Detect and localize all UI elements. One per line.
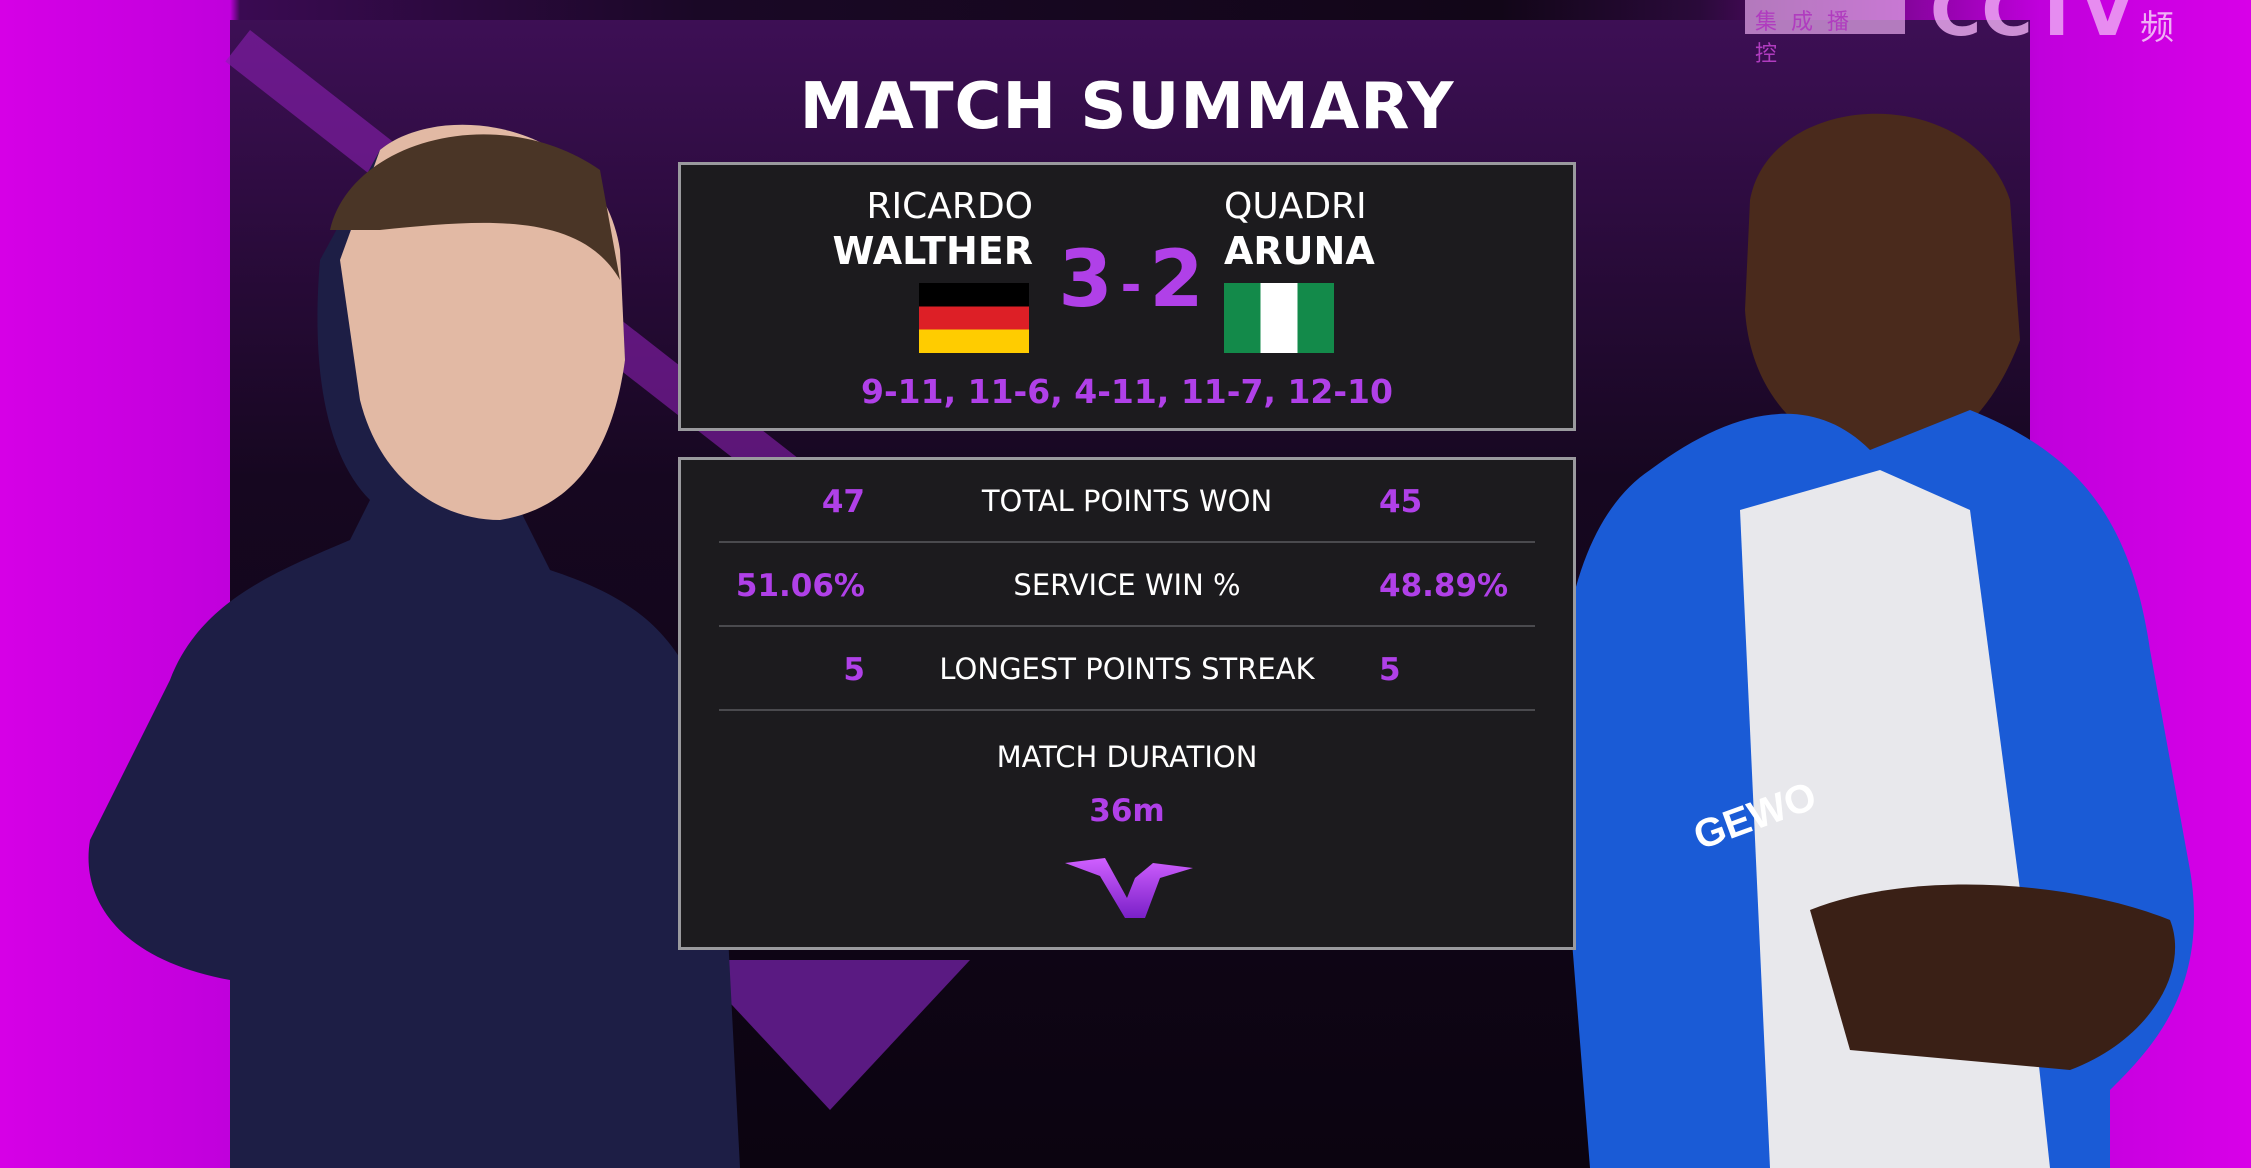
player-photo-left: [88, 124, 740, 1168]
player-right-name: QUADRI ARUNA: [1224, 185, 1375, 273]
score-right: 2: [1149, 235, 1204, 325]
decor-triangle: [690, 960, 970, 1110]
player-left-first-name: RICARDO: [866, 186, 1033, 227]
scoreboard-panel: RICARDO WALTHER QUADRI ARUNA 3-2 9-11, 1…: [678, 162, 1576, 431]
stat-label: TOTAL POINTS WON: [981, 484, 1273, 518]
player-right-first-name: QUADRI: [1224, 186, 1367, 227]
stat-left-value: 51.06%: [735, 568, 865, 604]
game-scores: 9-11, 11-6, 4-11, 11-7, 12-10: [861, 372, 1393, 411]
stat-label: LONGEST POINTS STREAK: [939, 652, 1315, 686]
page-title: MATCH SUMMARY: [799, 70, 1455, 144]
wtt-logo-icon: [1065, 858, 1193, 918]
player-right-last-name: ARUNA: [1224, 229, 1375, 273]
broadcaster-logo: CCTV: [1930, 0, 2135, 52]
stat-row-total-points: 47 TOTAL POINTS WON 45: [719, 460, 1535, 543]
stat-row-longest-streak: 5 LONGEST POINTS STREAK 5: [719, 628, 1535, 711]
watermark-label: 集成播控: [1745, 0, 1905, 67]
stat-right-value: 45: [1379, 484, 1423, 520]
stat-left-value: 5: [843, 652, 865, 688]
player-left-name: RICARDO WALTHER: [833, 185, 1033, 273]
match-score: 3-2: [1051, 235, 1211, 325]
match-duration-value: 36m: [1089, 793, 1165, 829]
score-separator: -: [1120, 255, 1142, 314]
score-left: 3: [1058, 235, 1113, 325]
nigeria-flag-icon: [1224, 283, 1334, 353]
player-photo-right: GEWO: [1558, 113, 2194, 1168]
stats-panel: 47 TOTAL POINTS WON 45 51.06% SERVICE WI…: [678, 457, 1576, 950]
stat-left-value: 47: [821, 484, 865, 520]
match-duration-label: MATCH DURATION: [996, 740, 1258, 774]
stat-right-value: 48.89%: [1379, 568, 1509, 604]
watermark-suffix: 频: [2140, 8, 2174, 48]
stat-right-value: 5: [1379, 652, 1401, 688]
stat-row-service-win: 51.06% SERVICE WIN % 48.89%: [719, 544, 1535, 627]
germany-flag-icon: [919, 283, 1029, 353]
player-left-last-name: WALTHER: [832, 229, 1033, 273]
stat-label: SERVICE WIN %: [1013, 568, 1241, 602]
